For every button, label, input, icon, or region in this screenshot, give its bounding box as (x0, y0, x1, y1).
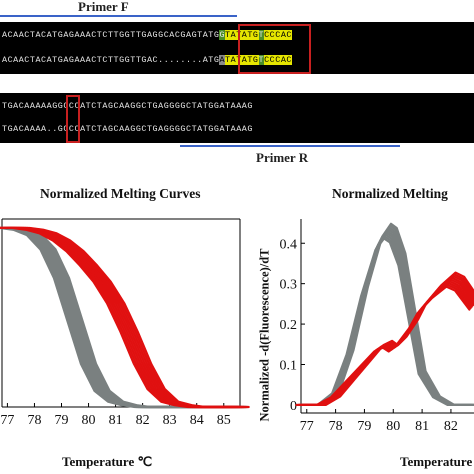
curve-trace (301, 226, 474, 407)
alignment-row-variant: ACAACTACATGAGAAACTCTTGGTTGAC........ATGA… (2, 53, 292, 68)
seq-highlight: CCCAC (264, 30, 292, 40)
x-axis-label: Temperature (400, 454, 473, 469)
x-axis-label: Temperature ℃ (62, 454, 153, 469)
seq-highlight: G (219, 30, 226, 40)
derivative-melting-chart: 77 78 79 80 81 82 0 0.1 0.2 0.3 0.4 (280, 219, 474, 434)
x-tick-label: 83 (163, 413, 177, 428)
indel-box-1 (238, 24, 311, 74)
x-tick-label: 79 (357, 419, 371, 434)
curve-trace (304, 271, 474, 407)
primer-f-line (0, 15, 237, 17)
melting-curve-chart: 77 78 79 80 81 82 83 84 85 (0, 218, 250, 428)
alignment-row-reference: TGACAAAAAGGCCCATCTAGCAAGGCTGAGGGGCTATGGA… (2, 99, 253, 114)
series-1 (0, 226, 250, 409)
curve-trace (302, 275, 474, 407)
seq-segment: ATG (202, 55, 220, 65)
seq-segment: GCCCATCTAGCAAGGCTGAGGGGCTATGGATAAAG (57, 101, 253, 111)
seq-highlight: TATATG (225, 55, 259, 65)
seq-highlight: CCCAC (264, 55, 292, 65)
curve-trace (301, 276, 474, 407)
x-tick-label: 78 (329, 419, 343, 434)
curve-trace (0, 226, 235, 409)
curve-trace (297, 235, 473, 407)
x-tick-label: 79 (55, 413, 69, 428)
x-tick-label: 80 (386, 419, 400, 434)
curve-trace (303, 273, 474, 407)
primer-f-label: Primer F (78, 0, 129, 14)
seq-segment-boxed: G (52, 101, 58, 111)
x-tick-label: 78 (27, 413, 41, 428)
y-tick-label: 0.3 (280, 278, 298, 293)
alignment-row-variant: TGACAAAA..GCCCATCTAGCAAGGCTGAGGGGCTATGGA… (2, 122, 253, 137)
indel-box-2 (66, 95, 80, 143)
curve-trace (298, 233, 474, 407)
curve-trace (296, 237, 472, 407)
alignment-row-reference: ACAACTACATGAGAAACTCTTGGTTGAGGCACGAGTATGG… (2, 28, 292, 43)
seq-segment: .GCCCATCTAGCAAGGCTGAGGGGCTATGGATAAAG (52, 124, 253, 134)
y-axis-label: Normalized -d(Fluorescence)/dT (257, 248, 272, 422)
x-tick-label: 77 (300, 419, 314, 434)
y-tick-label: 0.4 (280, 237, 298, 252)
x-tick-label: 81 (109, 413, 123, 428)
curve-trace (9, 226, 250, 409)
y-tick-label: 0.1 (280, 359, 298, 374)
chart-title: Normalized Melting (332, 186, 448, 201)
x-tick-label: 80 (82, 413, 96, 428)
y-tick-label: 0 (290, 399, 297, 414)
x-tick-label: 77 (0, 413, 14, 428)
primer-r-label: Primer R (256, 150, 309, 165)
x-tick-label: 82 (136, 413, 150, 428)
seq-segment: ATG (202, 30, 220, 40)
y-tick-label: 0.2 (280, 318, 298, 333)
seq-highlight: T (258, 30, 265, 40)
curve-trace (299, 231, 474, 407)
seq-segment: ACAACTACATGAGAAACTCTTGGTTGAC (2, 55, 159, 65)
x-tick-label: 81 (415, 419, 429, 434)
seq-highlight: T (258, 55, 265, 65)
x-tick-label: 84 (190, 413, 204, 428)
seq-segment: TGACAAAA (2, 124, 47, 134)
primer-r-line (180, 145, 400, 147)
x-tick-label: 82 (444, 419, 458, 434)
series-1 (295, 271, 474, 407)
curve-trace (300, 228, 474, 407)
alignment-block-1: ACAACTACATGAGAAACTCTTGGTTGAGGCACGAGTATGG… (0, 22, 474, 74)
seq-segment: ACAACTACATGAGAAACTCTTGGTTGAG (2, 30, 159, 40)
seq-segment-boxed: . (46, 124, 53, 134)
series-0 (296, 222, 474, 407)
curve-trace (303, 222, 474, 407)
curve-trace (0, 226, 237, 409)
seq-segment-boxed: GCACGAGT (158, 30, 203, 40)
chart-title: Normalized Melting Curves (40, 186, 201, 201)
seq-highlight: TATATG (225, 30, 259, 40)
curve-trace (299, 230, 474, 407)
curve-trace (302, 224, 474, 407)
seq-segment: TGACAAAAA (2, 101, 53, 111)
seq-highlight: A (219, 55, 226, 65)
x-tick-label: 85 (217, 413, 231, 428)
seq-segment-boxed: ........ (158, 55, 203, 65)
